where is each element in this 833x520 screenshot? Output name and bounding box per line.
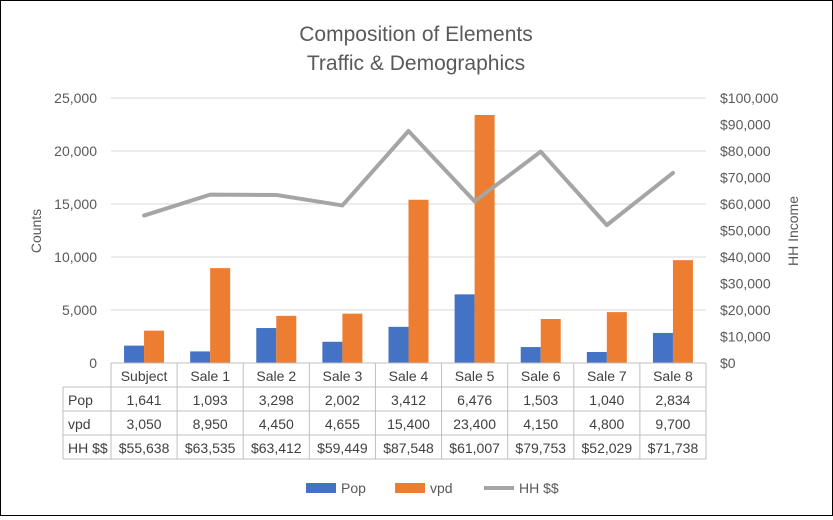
bar-pop-5 (455, 294, 475, 363)
table-cell: 4,450 (259, 416, 294, 432)
bar-vpd-4 (409, 200, 429, 363)
table-cell: 8,950 (193, 416, 228, 432)
table-cell: 4,800 (589, 416, 624, 432)
bar-pop-2 (256, 328, 276, 363)
table-row-header: HH $$ (68, 440, 108, 456)
table-cell: 23,400 (453, 416, 496, 432)
category-label: Sale 7 (587, 368, 627, 384)
chart-title-line-2: Traffic & Demographics (307, 52, 525, 75)
category-label: Subject (121, 368, 168, 384)
category-label: Sale 2 (256, 368, 296, 384)
table-cell: 1,503 (523, 392, 558, 408)
legend: Pop vpd HH $$ (306, 480, 559, 496)
bar-vpd-8 (673, 260, 693, 363)
y-right-tick-label: $60,000 (720, 196, 771, 212)
table-cell: $52,029 (582, 440, 633, 456)
table-cell: 9,700 (655, 416, 690, 432)
category-label: Sale 4 (389, 368, 429, 384)
y-left-tick-label: 0 (89, 355, 97, 371)
table-cell: $59,449 (317, 440, 368, 456)
table-cell: $55,638 (119, 440, 170, 456)
table-cell: 4,150 (523, 416, 558, 432)
y-right-axis-title: HH Income (785, 196, 801, 266)
legend-label: vpd (430, 480, 453, 496)
y-right-tick-label: $90,000 (720, 117, 771, 133)
bar-pop-3 (322, 342, 342, 363)
bar-vpd-0 (144, 331, 164, 363)
y-right-tick-label: $80,000 (720, 143, 771, 159)
bar-pop-0 (124, 346, 144, 363)
table-cell: 1,093 (193, 392, 228, 408)
table-row-header: Pop (68, 392, 93, 408)
bar-pop-7 (587, 352, 607, 363)
bar-pop-1 (190, 351, 210, 363)
category-label: Sale 6 (521, 368, 561, 384)
category-label: Sale 8 (653, 368, 693, 384)
y-right-tick-label: $10,000 (720, 329, 771, 345)
y-left-axis-title: Counts (28, 209, 44, 253)
legend-swatch-pop (306, 483, 336, 493)
y-right-tick-label: $50,000 (720, 223, 771, 239)
table-cell: $71,738 (648, 440, 699, 456)
y-right-tick-label: $70,000 (720, 170, 771, 186)
y-left-tick-label: 25,000 (54, 90, 97, 106)
table-cell: 1,641 (127, 392, 162, 408)
y-right-tick-label: $40,000 (720, 249, 771, 265)
bar-pop-4 (389, 327, 409, 363)
legend-label: Pop (341, 480, 366, 496)
bar-vpd-6 (541, 319, 561, 363)
y-right-tick-label: $30,000 (720, 276, 771, 292)
table-cell: $87,548 (383, 440, 434, 456)
y-left-tick-label: 15,000 (54, 196, 97, 212)
bar-vpd-1 (210, 268, 230, 363)
table-cell: 4,655 (325, 416, 360, 432)
table-row-header: vpd (68, 416, 91, 432)
table-cell: 6,476 (457, 392, 492, 408)
table-cell: 1,040 (589, 392, 624, 408)
bar-pop-6 (521, 347, 541, 363)
bar-pop-8 (653, 333, 673, 363)
table-cell: $63,412 (251, 440, 302, 456)
chart-title-line-1: Composition of Elements (299, 23, 532, 46)
category-label: Sale 5 (455, 368, 495, 384)
legend-label: HH $$ (519, 480, 559, 496)
y-left-tick-label: 5,000 (62, 302, 97, 318)
y-right-tick-label: $20,000 (720, 302, 771, 318)
table-cell: $63,535 (185, 440, 236, 456)
table-cell: 2,834 (655, 392, 690, 408)
y-right-tick-label: $0 (720, 355, 736, 371)
table-cell: 3,412 (391, 392, 426, 408)
data-table: Subject Sale 1 Sale 2 Sale 3 Sale 4 Sale 5 Sal… (63, 363, 706, 459)
y-left-tick-label: 20,000 (54, 143, 97, 159)
legend-swatch-vpd (395, 483, 425, 493)
category-label: Sale 1 (190, 368, 230, 384)
bar-series (124, 115, 693, 363)
bar-vpd-7 (607, 312, 627, 363)
bar-vpd-2 (276, 316, 296, 363)
table-cell: 15,400 (387, 416, 430, 432)
y-right-tick-label: $100,000 (720, 90, 779, 106)
bar-vpd-3 (342, 314, 362, 363)
category-label: Sale 3 (323, 368, 363, 384)
table-cell: 2,002 (325, 392, 360, 408)
table-cell: $61,007 (449, 440, 500, 456)
table-cell: $79,753 (515, 440, 566, 456)
y-left-tick-label: 10,000 (54, 249, 97, 265)
table-cell: 3,050 (127, 416, 162, 432)
bar-vpd-5 (475, 115, 495, 363)
table-cell: 3,298 (259, 392, 294, 408)
